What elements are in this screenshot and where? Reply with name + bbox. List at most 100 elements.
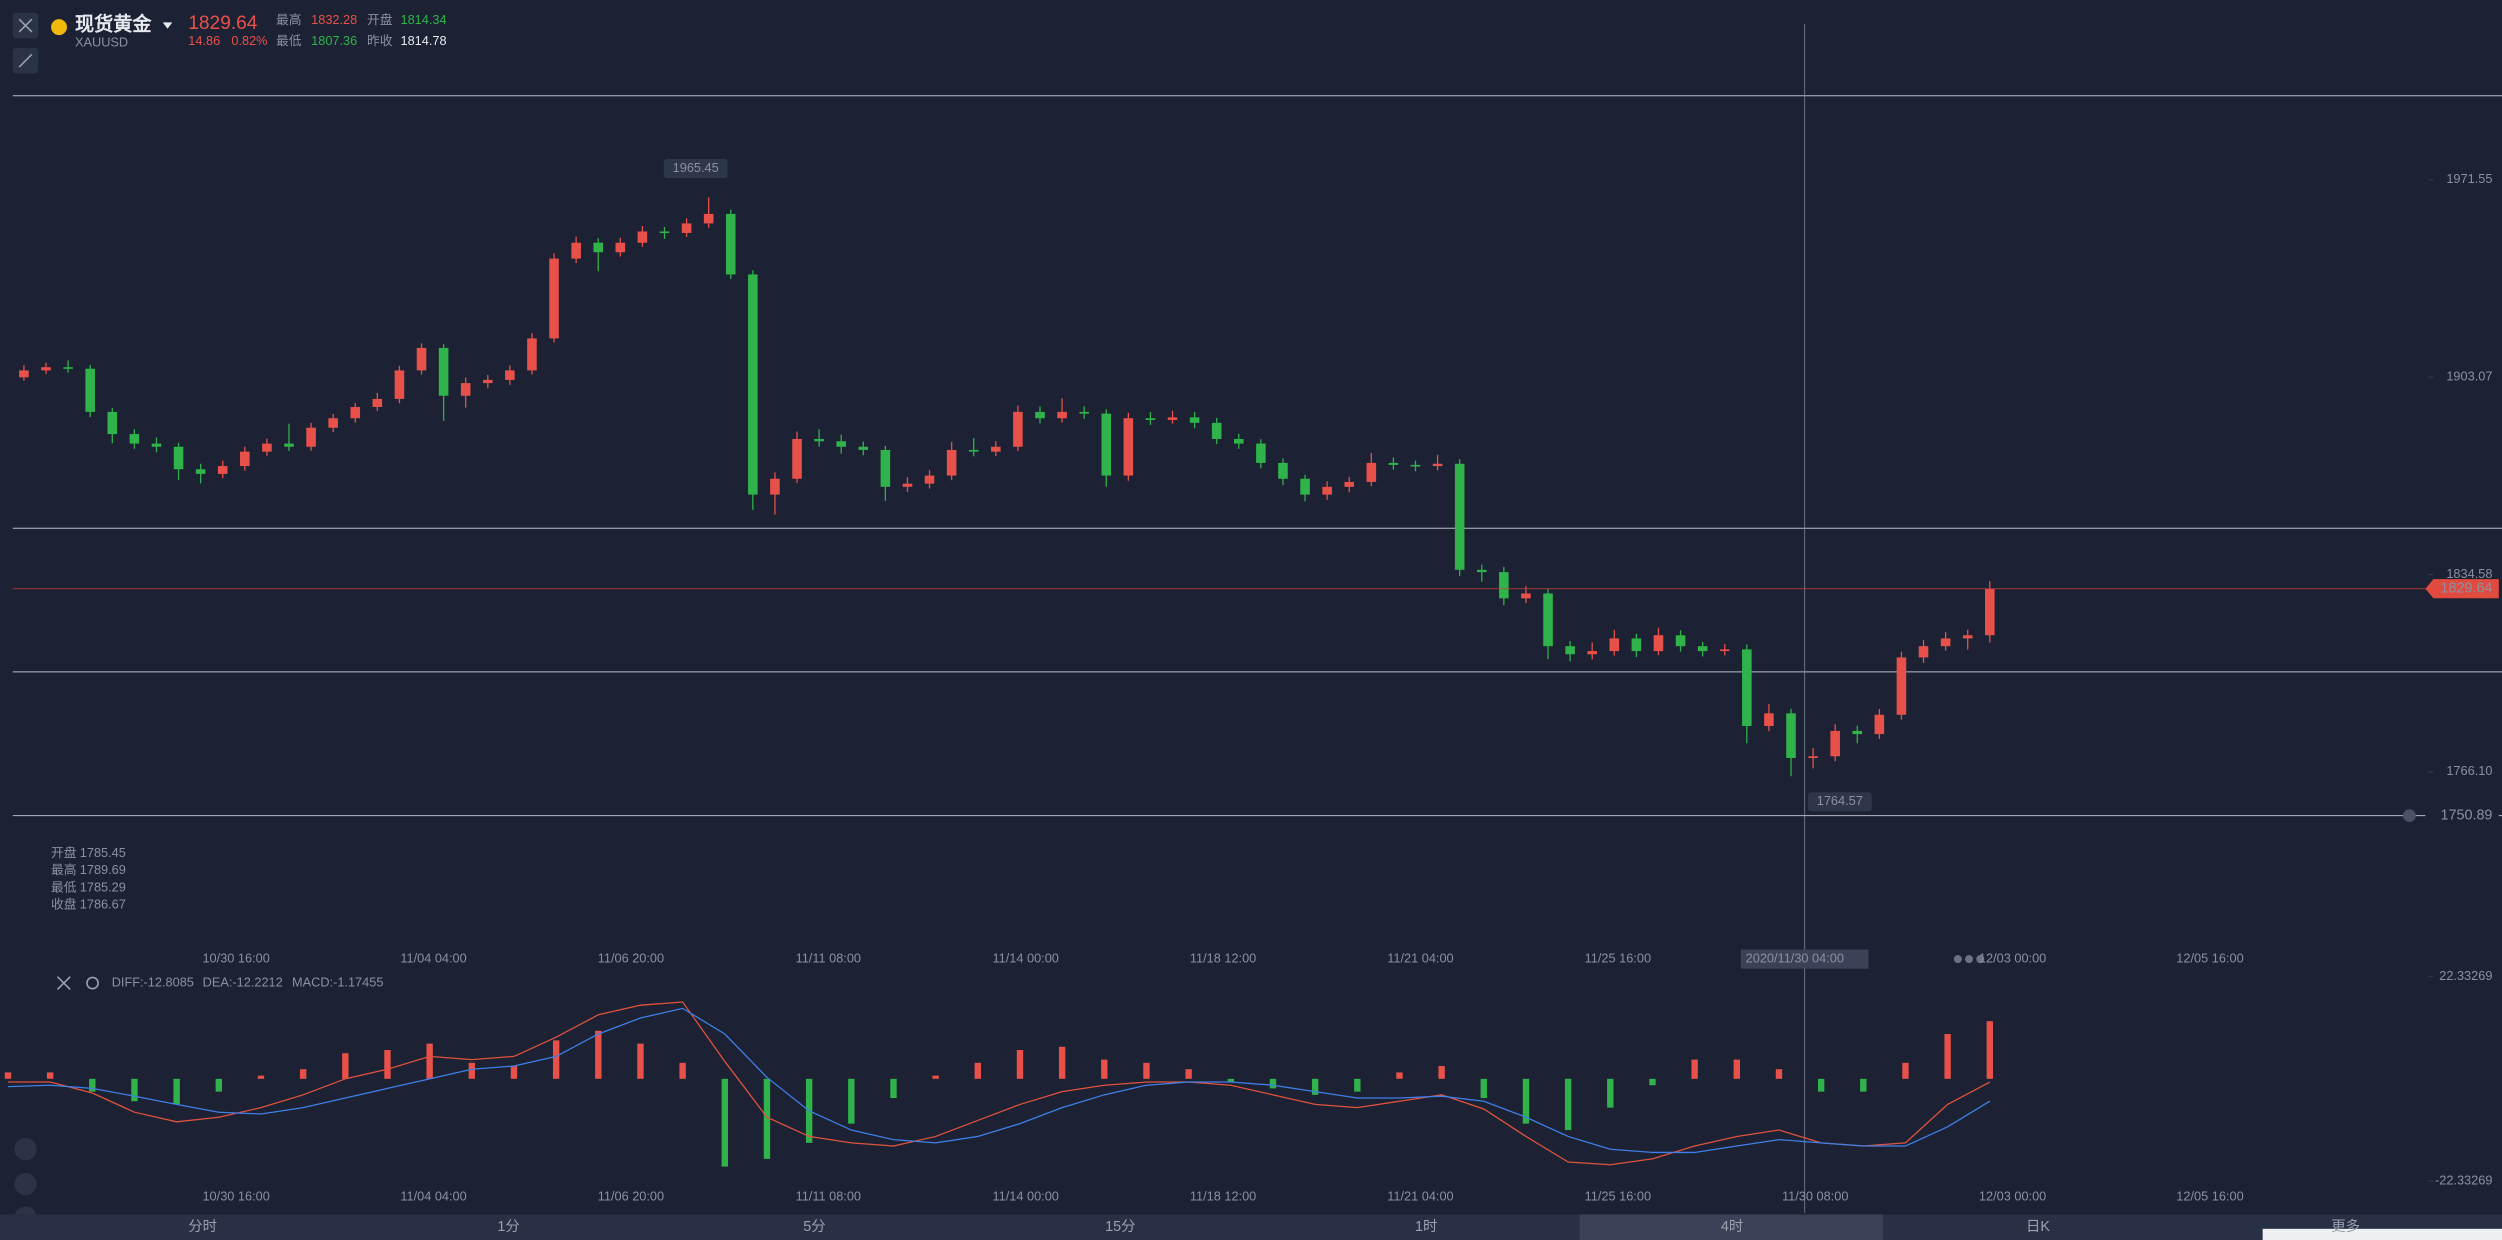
candle-body xyxy=(85,368,95,412)
candle-body xyxy=(63,367,73,369)
y-tick-label: 1766.10 xyxy=(2446,763,2492,778)
x-tick-label: 11/06 20:00 xyxy=(598,950,664,965)
legend-entry: DIFF:-12.8085 xyxy=(112,974,194,989)
tab[interactable]: 1时 xyxy=(1415,1218,1437,1235)
candle-body xyxy=(1764,713,1774,727)
candle-body xyxy=(394,370,405,399)
macd-bar xyxy=(1860,1078,1867,1092)
high-marker: 1965.45 xyxy=(673,160,719,175)
candle-body xyxy=(725,213,736,275)
title: 现货黄金 xyxy=(75,13,152,36)
macd-bar xyxy=(1564,1078,1572,1131)
candle-body xyxy=(1322,486,1332,495)
candle-body xyxy=(770,478,780,495)
tab[interactable]: 5分 xyxy=(803,1218,825,1235)
candle-body xyxy=(1167,417,1178,420)
macd-bar xyxy=(215,1078,223,1092)
macd-bar xyxy=(848,1078,855,1124)
macd-bar xyxy=(1396,1072,1403,1079)
macd-close[interactable] xyxy=(56,976,71,991)
candle-body xyxy=(836,441,846,447)
x-tick-label: 11/21 04:00 xyxy=(1387,950,1453,965)
x-tick-label: 12/05 16:00 xyxy=(2176,950,2243,965)
candle-body xyxy=(527,338,537,371)
tab[interactable]: 分时 xyxy=(188,1218,217,1235)
macd-bar xyxy=(1354,1078,1361,1092)
macd-bar xyxy=(637,1043,644,1079)
macd-bar xyxy=(679,1062,686,1079)
candle-body xyxy=(1985,588,1995,636)
change: 14.86 xyxy=(188,33,220,48)
tab-bar xyxy=(0,1214,2502,1240)
price: 1829.64 xyxy=(188,13,257,34)
candle-body xyxy=(107,411,118,435)
candle-body xyxy=(306,427,316,447)
high: 1832.28 xyxy=(311,12,357,27)
candle-body xyxy=(1432,463,1443,467)
info-label: 开盘 xyxy=(51,845,77,860)
candle-body xyxy=(1587,651,1597,655)
dropdown[interactable] xyxy=(162,22,173,29)
alert-bell[interactable] xyxy=(2403,809,2416,823)
x-tick-label: 11/11 08:00 xyxy=(796,1188,861,1203)
macd-bar xyxy=(1649,1078,1656,1086)
candle-body xyxy=(1145,418,1156,420)
candle-body xyxy=(703,213,714,224)
candle-body xyxy=(1918,646,1929,658)
macd-bar xyxy=(46,1072,54,1079)
macd-bar xyxy=(721,1078,728,1167)
candle-body xyxy=(659,231,670,234)
candle-body xyxy=(1101,413,1112,476)
tool-button[interactable] xyxy=(14,1172,37,1196)
candle-body xyxy=(1234,438,1244,444)
x-tick-label: 12/03 00:00 xyxy=(1979,950,2046,965)
candle-body xyxy=(1631,638,1642,652)
candle-body xyxy=(240,451,250,467)
macd-bar xyxy=(1480,1078,1487,1099)
candle-body xyxy=(19,370,29,378)
low-label: 最低 xyxy=(276,33,302,48)
candle-body xyxy=(483,379,493,384)
tab[interactable]: 日K xyxy=(2026,1219,2050,1235)
candle-body xyxy=(284,443,294,447)
candle-body xyxy=(1454,463,1465,570)
candle-body xyxy=(1035,411,1045,419)
tool-button[interactable] xyxy=(14,1137,37,1161)
x-tick-label: 11/04 04:00 xyxy=(400,1188,466,1203)
macd-bar xyxy=(384,1050,391,1079)
candle-body xyxy=(195,469,206,474)
macd-bar xyxy=(468,1062,475,1079)
candle-body xyxy=(968,449,979,452)
coin-icon xyxy=(51,19,68,36)
overlay-widget xyxy=(2262,1228,2502,1240)
high-marker-box xyxy=(663,159,728,179)
info-value: 1789.69 xyxy=(80,862,126,877)
info-value: 1785.29 xyxy=(80,879,126,894)
tab-more[interactable]: 更多 xyxy=(2331,1218,2360,1235)
tab[interactable]: 4时 xyxy=(1721,1218,1743,1235)
candle-body xyxy=(571,242,581,259)
candle-body xyxy=(41,367,51,371)
candle-body xyxy=(1609,638,1620,652)
change-pct: 0.82% xyxy=(231,33,267,48)
x-tick-label: 11/25 16:00 xyxy=(1585,1188,1651,1203)
candle-body xyxy=(173,446,184,470)
symbol: XAUUSD xyxy=(75,34,128,49)
macd-bar xyxy=(595,1030,602,1079)
macd-settings[interactable] xyxy=(86,976,99,990)
macd-bar xyxy=(1733,1059,1740,1079)
crosshair-label: 2020/11/30 04:00 xyxy=(1746,950,1844,965)
candle-body xyxy=(1499,572,1509,599)
candle-body xyxy=(1410,464,1421,467)
macd-bar xyxy=(1902,1062,1909,1079)
legend-entry: DEA:-12.2212 xyxy=(203,974,283,989)
tab[interactable]: 15分 xyxy=(1105,1218,1135,1235)
tab[interactable]: 1分 xyxy=(497,1218,519,1235)
x-tick-label: 11/18 12:00 xyxy=(1190,1188,1256,1203)
x-tick-label: 11/25 16:00 xyxy=(1585,950,1651,965)
candle-body xyxy=(460,383,471,396)
candle-body xyxy=(1079,411,1089,414)
candle-body xyxy=(262,443,272,452)
macd-bar xyxy=(1016,1050,1024,1079)
candle-body xyxy=(946,449,957,476)
